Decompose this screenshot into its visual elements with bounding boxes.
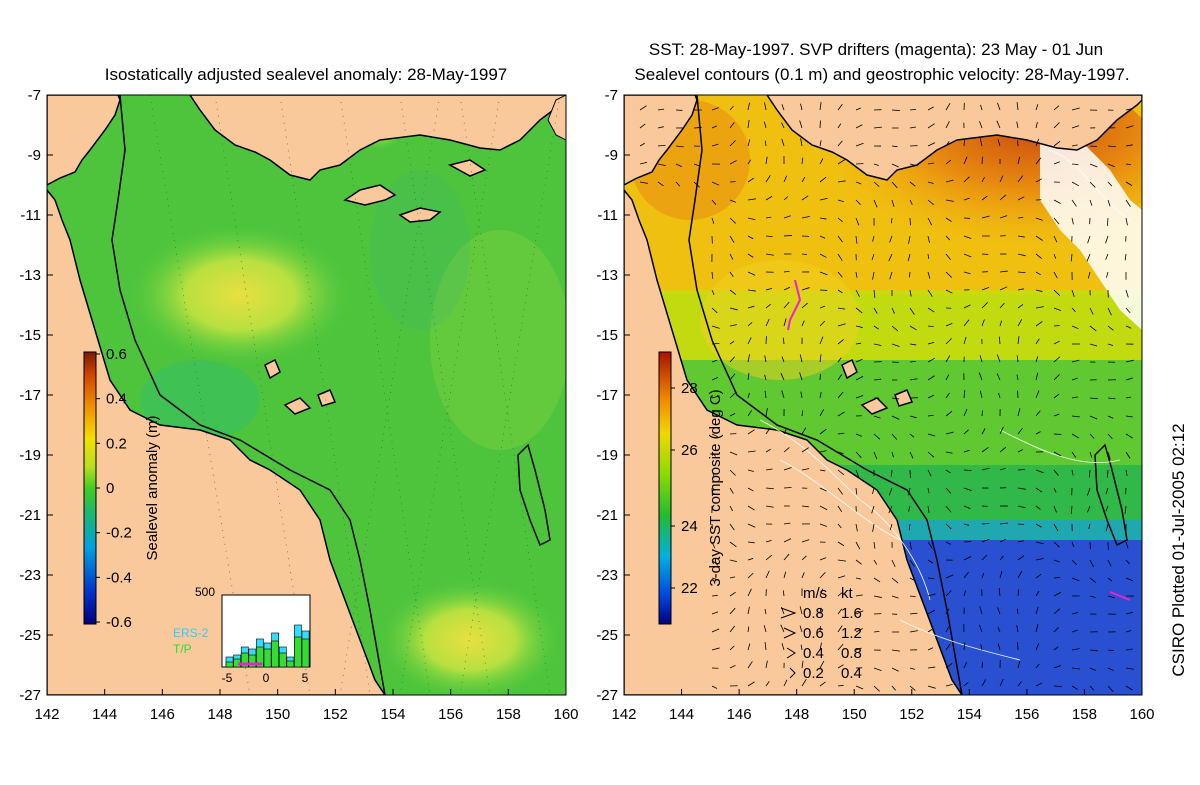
inset-bar-tp: [279, 653, 286, 667]
left-xtick-label: 154: [380, 706, 405, 723]
right-ytick-label: -9: [605, 147, 618, 164]
plot-credit: CSIRO Plotted 01-Jul-2005 02:12: [1169, 423, 1188, 676]
left-ytick-label: -21: [19, 507, 41, 524]
vel-legend-header-kt: kt: [841, 585, 854, 602]
right-ytick-label: -7: [605, 87, 618, 104]
right-xtick-label: 152: [899, 706, 924, 723]
left-ytick-label: -11: [20, 207, 41, 224]
left-ytick-label: -23: [19, 567, 41, 584]
left-ytick-label: -9: [28, 147, 41, 164]
colorbar-tick-label: -0.2: [106, 525, 132, 542]
right-ytick-label: -27: [596, 687, 618, 704]
colorbar-tick-label: 0: [106, 480, 114, 497]
colorbar-tick-label: 0.2: [106, 435, 127, 452]
inset-bar-tp: [272, 641, 279, 667]
colorbar-tick-label: -0.4: [106, 569, 132, 586]
inset-bar-tp: [264, 649, 271, 667]
left-xtick-label: 146: [150, 706, 175, 723]
vel-legend-ms: 0.4: [803, 645, 824, 662]
inset-xtick-label: 5: [302, 671, 309, 685]
right-ytick-label: -23: [596, 567, 618, 584]
vel-legend-ms: 0.8: [803, 605, 824, 622]
right-ytick-label: -11: [597, 207, 618, 224]
vel-legend-kt: 0.8: [841, 645, 862, 662]
right-xtick-label: 148: [784, 706, 809, 723]
colorbar-tick-label: -0.6: [106, 614, 132, 631]
left-xtick-label: 160: [553, 706, 578, 723]
left-xtick-label: 142: [34, 706, 59, 723]
right-ytick-label: -19: [596, 447, 618, 464]
vel-legend-header-ms: m/s: [803, 585, 827, 602]
vel-legend-kt: 0.4: [841, 665, 862, 682]
left-ytick-label: -13: [19, 267, 41, 284]
right-xtick-label: 146: [727, 706, 752, 723]
vel-legend-ms: 0.6: [803, 625, 824, 642]
inset-xtick-label: -5: [222, 671, 233, 685]
inset-legend-ers2: ERS-2: [173, 626, 209, 640]
right-xtick-label: 158: [1072, 706, 1097, 723]
right-map-title-line1: SST: 28-May-1997. SVP drifters (magenta)…: [649, 40, 1103, 59]
colorbar-tick-label: 24: [681, 518, 698, 535]
right-xtick-label: 142: [611, 706, 636, 723]
left-ytick-label: -17: [19, 387, 41, 404]
colorbar-tick-label: 0.6: [106, 346, 127, 363]
right-colorbar-label: 3-day SST composite (deg C): [707, 389, 724, 586]
right-ytick-label: -13: [596, 267, 618, 284]
vel-legend-ms: 0.2: [803, 665, 824, 682]
colorbar-tick-label: 28: [681, 380, 698, 397]
vel-legend-kt: 1.2: [841, 625, 862, 642]
right-xtick-label: 156: [1014, 706, 1039, 723]
inset-xtick-label: 0: [263, 671, 270, 685]
left-xtick-label: 158: [496, 706, 521, 723]
left-xtick-label: 144: [92, 706, 117, 723]
left-ytick-label: -27: [19, 687, 41, 704]
left-xtick-label: 148: [207, 706, 232, 723]
left-colorbar-label: Sealevel anomaly (m): [144, 415, 161, 560]
colorbar-tick-label: 26: [681, 442, 698, 459]
left-xtick-label: 150: [265, 706, 290, 723]
left-map-title: Isostatically adjusted sealevel anomaly:…: [105, 65, 508, 84]
right-ytick-label: -25: [596, 627, 618, 644]
right-ytick-label: -21: [596, 507, 618, 524]
right-map-title-line2: Sealevel contours (0.1 m) and geostrophi…: [634, 65, 1129, 84]
inset-bar-tp: [226, 662, 233, 667]
vel-legend-kt: 1.6: [841, 605, 862, 622]
right-map: SST: 28-May-1997. SVP drifters (magenta)…: [596, 40, 1160, 723]
left-ytick-label: -25: [19, 627, 41, 644]
right-xtick-label: 154: [957, 706, 982, 723]
left-ytick-label: -19: [19, 447, 41, 464]
colorbar-tick-label: 22: [681, 580, 698, 597]
right-xtick-label: 150: [842, 706, 867, 723]
left-ytick-label: -7: [28, 87, 41, 104]
right-ytick-label: -17: [596, 387, 618, 404]
inset-legend-tp: T/P: [173, 642, 192, 656]
right-xtick-label: 160: [1129, 706, 1154, 723]
right-xtick-label: 144: [669, 706, 694, 723]
colorbar-tick-label: 0.4: [106, 391, 127, 408]
left-map: Isostatically adjusted sealevel anomaly:…: [19, 65, 578, 723]
inset-bar-tp: [287, 661, 294, 667]
inset-ytick-top: 500: [195, 585, 215, 599]
left-xtick-label: 152: [323, 706, 348, 723]
inset-bar-tp: [302, 639, 309, 667]
right-ytick-label: -15: [596, 327, 618, 344]
left-xtick-label: 156: [438, 706, 463, 723]
left-ytick-label: -15: [19, 327, 41, 344]
inset-bar-tp: [294, 637, 301, 667]
